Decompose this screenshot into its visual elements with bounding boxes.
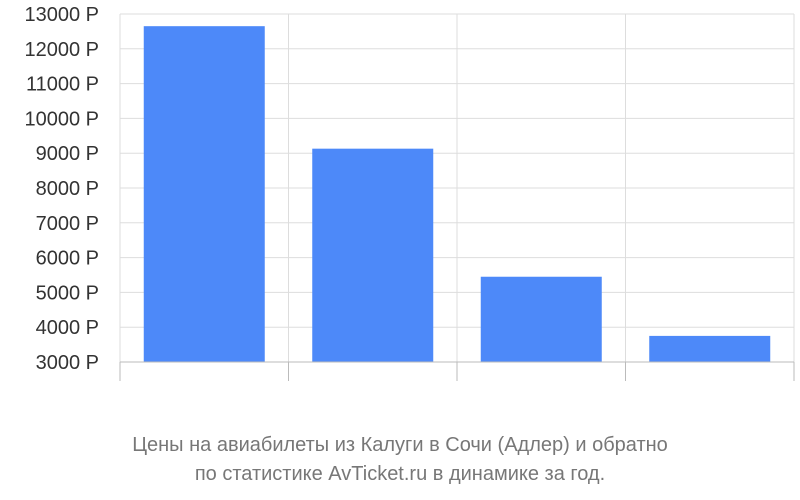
y-tick-label: 4000 Р	[36, 317, 99, 339]
y-tick-label: 10000 Р	[24, 108, 99, 130]
y-tick-label: 13000 Р	[24, 4, 99, 26]
y-tick-label: 7000 Р	[36, 213, 99, 235]
y-tick-label: 9000 Р	[36, 143, 99, 165]
y-tick-label: 11000 Р	[26, 74, 99, 96]
y-tick-label: 8000 Р	[36, 178, 99, 200]
bar-Авг	[312, 148, 434, 362]
price-bar-chart: 3000 Р 4000 Р 5000 Р 6000 Р 7000 Р 8000 Р 9000…	[24, 4, 795, 390]
x-tick-label: Окт	[693, 387, 727, 390]
bar-Июл	[143, 26, 265, 363]
bar-Сен	[480, 276, 602, 362]
x-tick-label: Авг	[357, 387, 388, 390]
chart-caption-line-1: Цены на авиабилеты из Калуги в Сочи (Адл…	[132, 434, 668, 456]
y-tick-label: 12000 Р	[24, 39, 99, 61]
bar-Окт	[649, 335, 771, 362]
chart-caption-line-2: по статистике AvTicket.ru в динамике за …	[194, 463, 606, 485]
y-tick-label: 3000 Р	[36, 352, 99, 374]
x-tick-label: Сен	[523, 387, 560, 390]
x-tick-label: Июл	[184, 387, 225, 390]
y-tick-label: 5000 Р	[36, 282, 99, 304]
y-tick-label: 6000 Р	[36, 248, 99, 270]
